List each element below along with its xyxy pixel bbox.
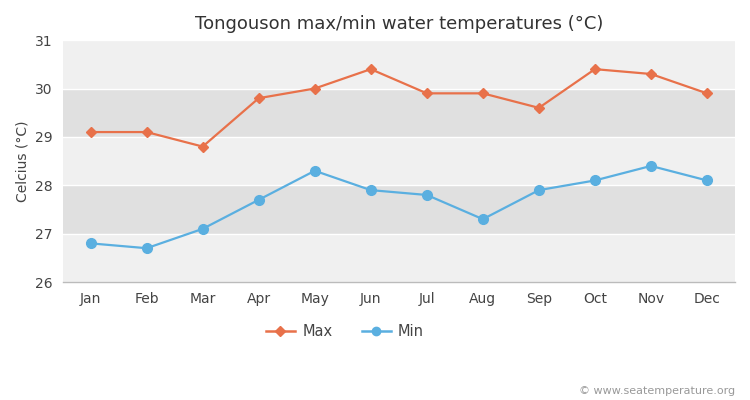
Line: Max: Max [87,65,711,150]
Max [646,72,656,76]
Title: Tongouson max/min water temperatures (°C): Tongouson max/min water temperatures (°C… [194,15,603,33]
Min [310,168,320,173]
Max [422,91,431,96]
Max [703,91,712,96]
Bar [62,40,735,88]
Min [198,226,207,231]
Min [535,188,544,192]
Min [86,241,95,246]
Line: Min: Min [86,161,712,253]
Text: © www.seatemperature.org: © www.seatemperature.org [579,386,735,396]
Max [142,130,152,134]
Min [646,164,656,168]
Max [86,130,95,134]
Min [366,188,375,192]
Max [198,144,207,149]
Min [422,192,431,197]
Bar [62,88,735,137]
Min [590,178,599,183]
Min [142,246,152,251]
Max [254,96,263,100]
Min [254,198,263,202]
Max [590,67,599,72]
Max [366,67,375,72]
Max [310,86,320,91]
Legend: Max, Min: Max, Min [260,318,430,345]
Max [535,106,544,110]
Y-axis label: Celcius (°C): Celcius (°C) [15,120,29,202]
Bar [62,234,735,282]
Bar [62,137,735,185]
Min [478,217,488,222]
Bar [62,185,735,234]
Max [478,91,488,96]
Min [703,178,712,183]
